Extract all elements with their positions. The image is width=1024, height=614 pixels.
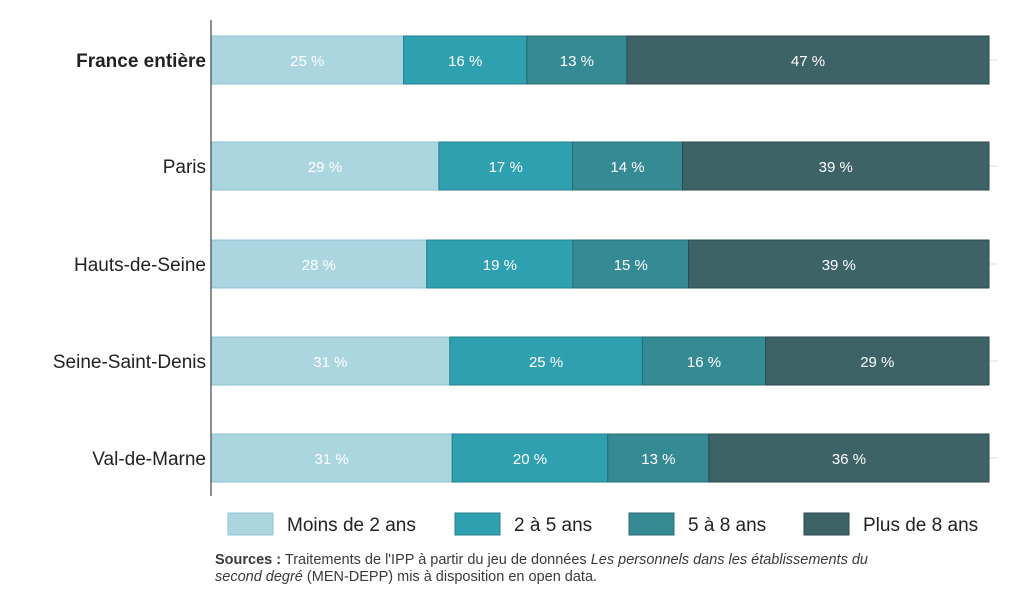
legend-swatch-1 bbox=[454, 512, 501, 536]
bar-segment-4-2 bbox=[607, 433, 710, 483]
bar-segment-1-0 bbox=[210, 141, 440, 191]
bar-segment-2-3 bbox=[688, 239, 990, 289]
source-note: Sources : Traitements de l'IPP à partir … bbox=[215, 552, 1005, 586]
bar-segment-4-3 bbox=[708, 433, 990, 483]
bar-segment-0-1 bbox=[403, 35, 528, 85]
data-label-3-3: 29 % bbox=[860, 354, 894, 371]
data-label-2-2: 15 % bbox=[614, 257, 648, 274]
legend-label-2: 5 à 8 ans bbox=[688, 515, 766, 536]
bar-segment-2-0 bbox=[210, 239, 428, 289]
data-label-1-1: 17 % bbox=[489, 159, 523, 176]
legend-label-0: Moins de 2 ans bbox=[287, 515, 416, 536]
source-text-italic-2: second degré bbox=[215, 569, 303, 585]
data-label-3-0: 31 % bbox=[313, 354, 347, 371]
bar-segment-0-0 bbox=[210, 35, 405, 85]
legend-label-1: 2 à 5 ans bbox=[514, 515, 592, 536]
data-label-2-0: 28 % bbox=[302, 257, 336, 274]
bar-segment-4-0 bbox=[210, 433, 453, 483]
legend-swatch-2 bbox=[628, 512, 675, 536]
data-label-0-2: 13 % bbox=[560, 53, 594, 70]
category-label-0: France entière bbox=[76, 51, 206, 72]
data-label-1-0: 29 % bbox=[308, 159, 342, 176]
bar-segment-0-2 bbox=[526, 35, 628, 85]
legend-swatch-0 bbox=[227, 512, 274, 536]
source-label: Sources : bbox=[215, 552, 282, 568]
data-label-1-3: 39 % bbox=[819, 159, 853, 176]
source-text-after: (MEN-DEPP) mis à disposition en open dat… bbox=[306, 569, 598, 585]
bar-segment-4-1 bbox=[451, 433, 609, 483]
source-text-before: Traitements de l'IPP à partir du jeu de … bbox=[284, 552, 587, 568]
data-label-4-1: 20 % bbox=[513, 451, 547, 468]
data-label-4-0: 31 % bbox=[314, 451, 348, 468]
bar-segment-1-1 bbox=[438, 141, 573, 191]
data-label-2-3: 39 % bbox=[822, 257, 856, 274]
category-label-3: Seine-Saint-Denis bbox=[53, 352, 206, 373]
bar-segment-1-2 bbox=[571, 141, 684, 191]
data-label-1-2: 14 % bbox=[610, 159, 644, 176]
bar-segment-3-3 bbox=[765, 336, 990, 386]
data-label-0-3: 47 % bbox=[791, 53, 825, 70]
category-label-4: Val-de-Marne bbox=[92, 449, 206, 470]
data-label-0-1: 16 % bbox=[448, 53, 482, 70]
category-label-1: Paris bbox=[163, 157, 206, 178]
category-label-2: Hauts-de-Seine bbox=[74, 255, 206, 276]
legend-swatch-3 bbox=[803, 512, 850, 536]
source-text-italic-1: Les personnels dans les établissements d… bbox=[590, 552, 868, 568]
bar-segment-1-3 bbox=[682, 141, 990, 191]
data-label-3-2: 16 % bbox=[687, 354, 721, 371]
data-label-4-2: 13 % bbox=[641, 451, 675, 468]
bar-segment-0-3 bbox=[626, 35, 990, 85]
data-label-2-1: 19 % bbox=[483, 257, 517, 274]
data-label-0-0: 25 % bbox=[290, 53, 324, 70]
data-label-3-1: 25 % bbox=[529, 354, 563, 371]
legend-label-3: Plus de 8 ans bbox=[863, 515, 978, 536]
data-label-4-3: 36 % bbox=[832, 451, 866, 468]
bar-segment-3-2 bbox=[641, 336, 767, 386]
bar-segment-2-2 bbox=[572, 239, 690, 289]
bar-segment-2-1 bbox=[426, 239, 574, 289]
